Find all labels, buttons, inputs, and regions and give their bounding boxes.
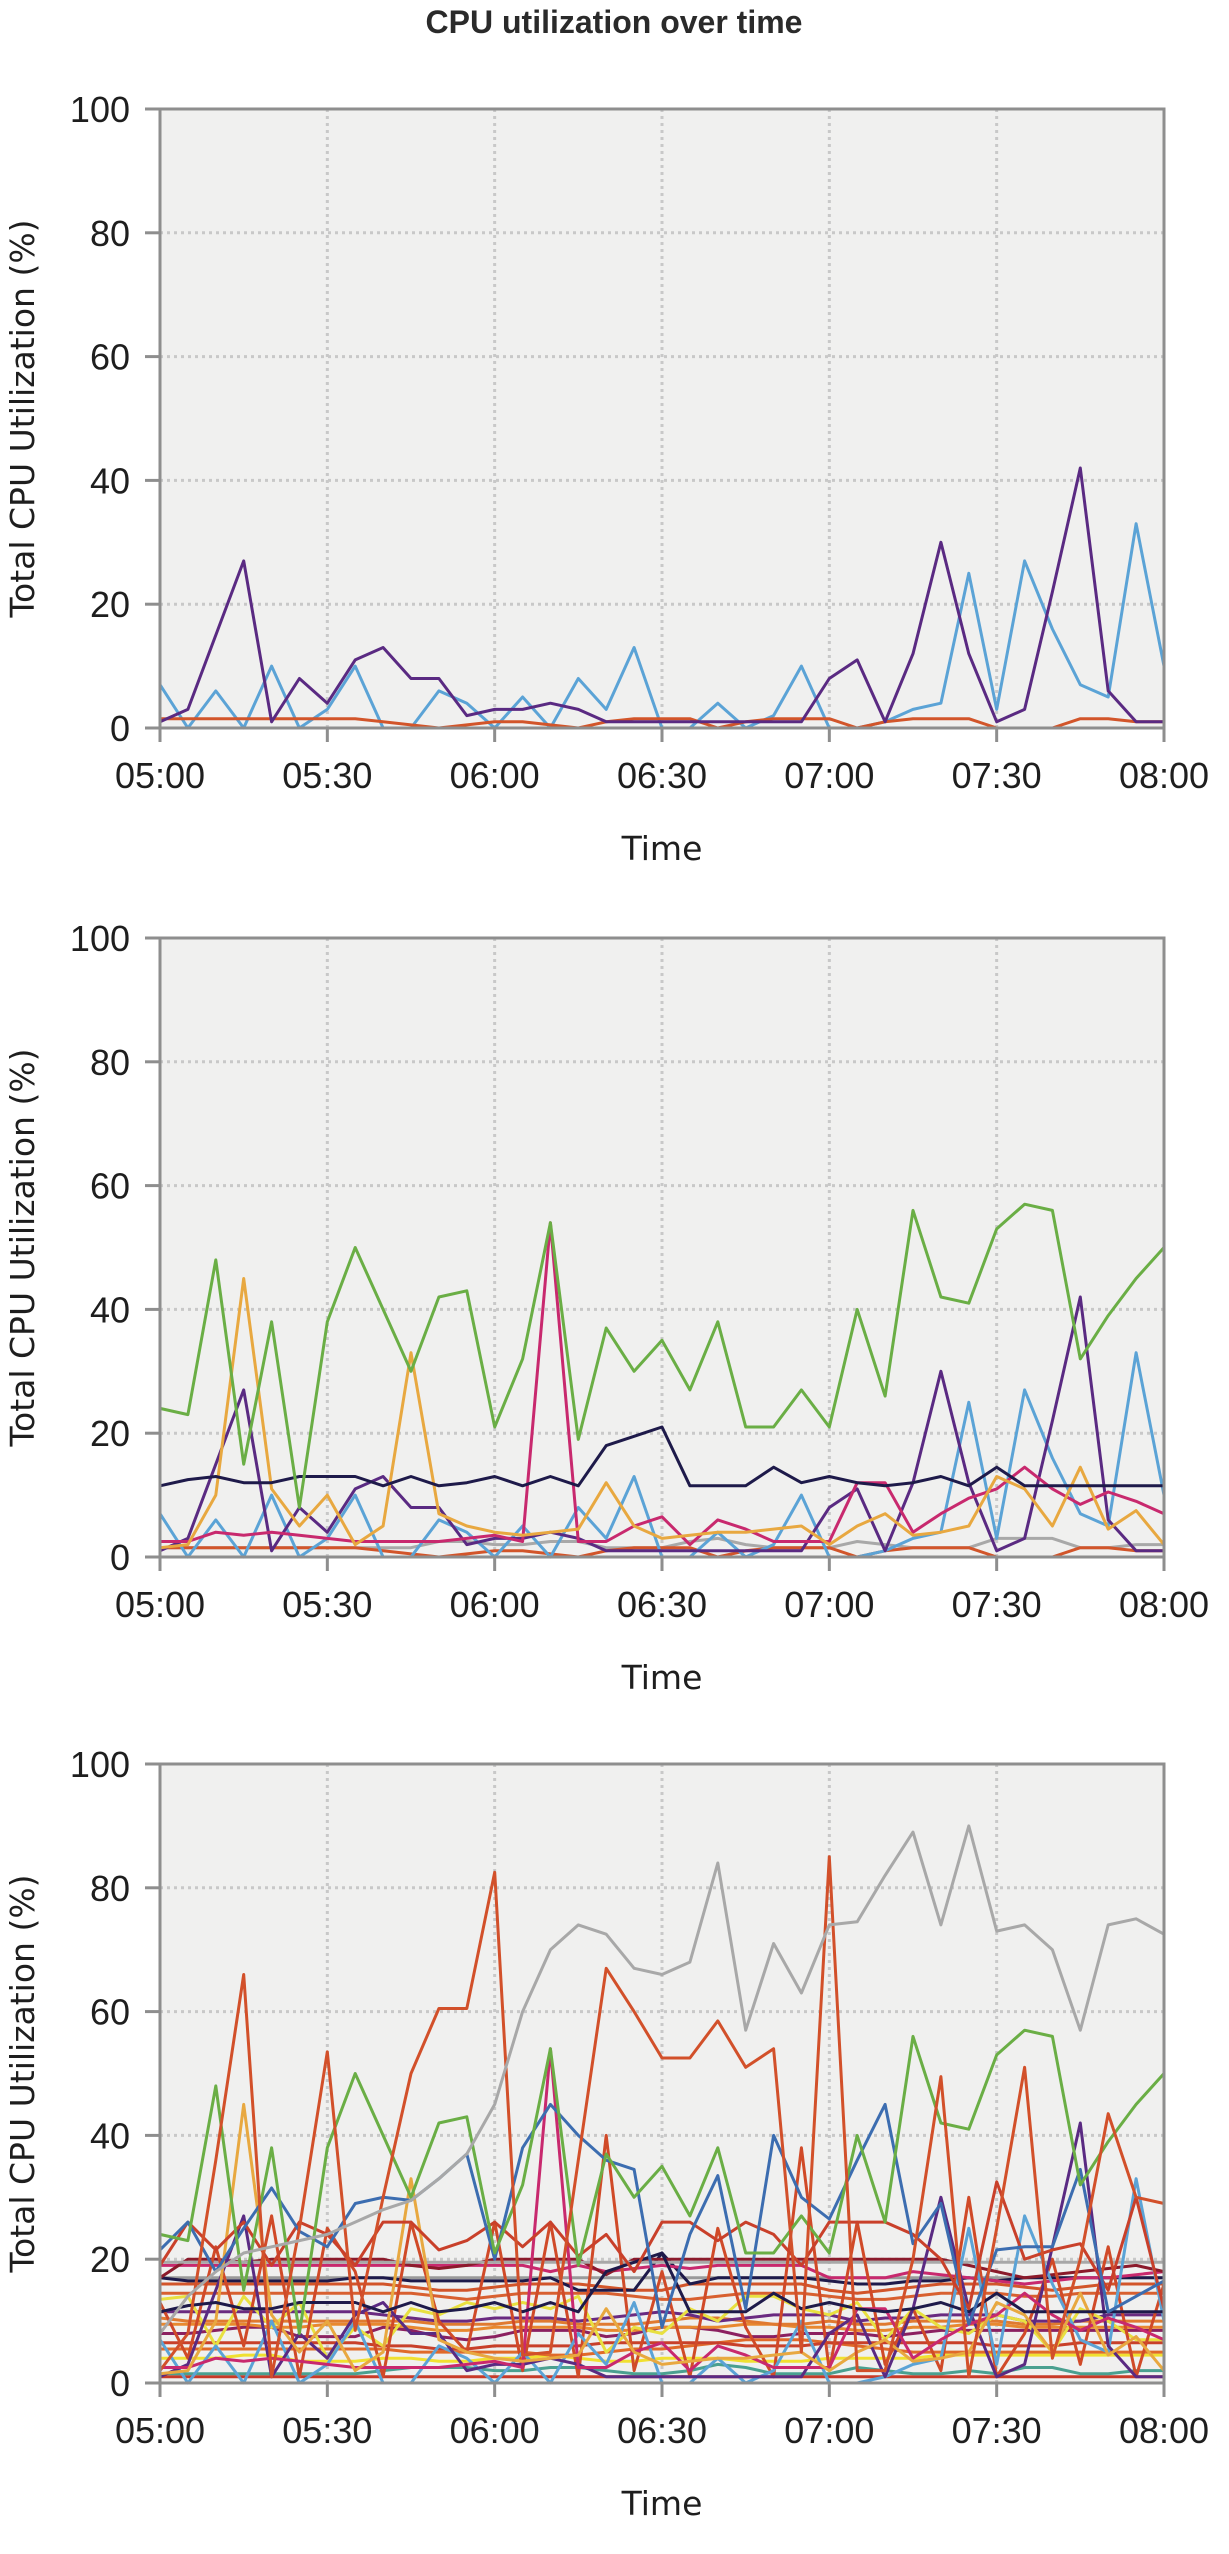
charts-container: 0 20 40 60 80 100 05:00 05:30 06:00 06:30 07:00 07:… [3, 89, 1209, 2523]
y-tick-label: 40 [90, 2115, 130, 2156]
y-tick-label: 100 [70, 89, 130, 130]
series-line-3 [159, 466, 1164, 724]
y-axis-label: Total CPU Utilization (%) [3, 1874, 42, 2273]
x-tick-label: 07:30 [952, 1584, 1042, 1625]
y-tick-label: 80 [90, 1042, 130, 1083]
chart-1: 0 20 40 60 80 100 05:00 05:30 06:00 06:30 07:00 07:… [3, 89, 1209, 868]
series-line-4 [159, 1295, 1164, 1553]
y-tick-label: 20 [90, 2239, 130, 2280]
y-tick-label: 20 [90, 1413, 130, 1454]
x-tick-label: 05:30 [282, 755, 372, 796]
x-tick-label: 08:00 [1119, 2410, 1209, 2451]
x-tick-label: 05:00 [115, 2410, 205, 2451]
x-axis-label: Time [621, 1658, 703, 1697]
figure-title: CPU utilization over time [426, 4, 803, 40]
series-line-5 [160, 1221, 1165, 1547]
y-tick-label: 80 [90, 213, 130, 254]
x-tick-label: 06:30 [617, 2410, 707, 2451]
x-tick-label: 06:30 [617, 755, 707, 796]
series-line-16 [159, 2257, 1165, 2280]
x-tick-label: 06:00 [450, 2410, 540, 2451]
x-tick-label: 05:30 [282, 1584, 372, 1625]
x-axis-label: Time [621, 2484, 703, 2523]
series-line-7 [159, 1425, 1164, 1488]
y-tick-label: 60 [90, 1992, 130, 2033]
series-line-27 [158, 1855, 1165, 2379]
series-line-4 [160, 2338, 1164, 2357]
series-line-6 [159, 1277, 1166, 1550]
series-line-21 [160, 2047, 1165, 2373]
series-line-22 [159, 2102, 1166, 2376]
x-tick-label: 06:30 [617, 1584, 707, 1625]
x-tick-label: 06:00 [450, 1584, 540, 1625]
x-tick-label: 08:00 [1119, 755, 1209, 796]
x-tick-label: 07:00 [784, 2410, 874, 2451]
series-line-3 [160, 2353, 1164, 2363]
series-line-23 [159, 2251, 1164, 2314]
y-tick-label: 40 [90, 460, 130, 501]
x-tick-label: 05:00 [115, 755, 205, 796]
series-line-26 [159, 2028, 1166, 2335]
chart-2: 0 20 40 60 80 100 05:00 05:30 06:00 06:30 07:00 07:… [3, 918, 1209, 1697]
y-tick-label: 80 [90, 1868, 130, 1909]
series-line-20 [159, 2121, 1164, 2379]
series-line-12 [160, 2282, 1164, 2295]
x-tick-label: 07:30 [952, 755, 1042, 796]
series-line-8 [159, 1202, 1166, 1509]
x-tick-label: 07:00 [784, 1584, 874, 1625]
y-tick-label: 0 [110, 708, 130, 749]
y-tick-label: 40 [90, 1289, 130, 1330]
chart-3: 0 20 40 60 80 100 05:00 05:30 06:00 06:30 07:00 07:… [3, 1744, 1209, 2523]
y-tick-label: 60 [90, 337, 130, 378]
x-axis-label: Time [621, 829, 703, 868]
y-tick-label: 60 [90, 1166, 130, 1207]
x-tick-label: 05:00 [115, 1584, 205, 1625]
y-tick-label: 100 [70, 918, 130, 959]
series-line-25 [158, 2102, 1165, 2329]
x-tick-label: 07:00 [784, 755, 874, 796]
x-tick-label: 08:00 [1119, 1584, 1209, 1625]
y-tick-label: 20 [90, 584, 130, 625]
series-line-28 [158, 1824, 1165, 2335]
x-tick-label: 05:30 [282, 2410, 372, 2451]
y-tick-label: 100 [70, 1744, 130, 1785]
y-axis-label: Total CPU Utilization (%) [3, 219, 42, 618]
y-axis-label: Total CPU Utilization (%) [3, 1048, 42, 1447]
y-tick-label: 0 [110, 2363, 130, 2404]
x-tick-label: 06:00 [450, 755, 540, 796]
y-tick-label: 0 [110, 1537, 130, 1578]
x-tick-label: 07:30 [952, 2410, 1042, 2451]
series-line-15 [160, 2263, 1165, 2286]
